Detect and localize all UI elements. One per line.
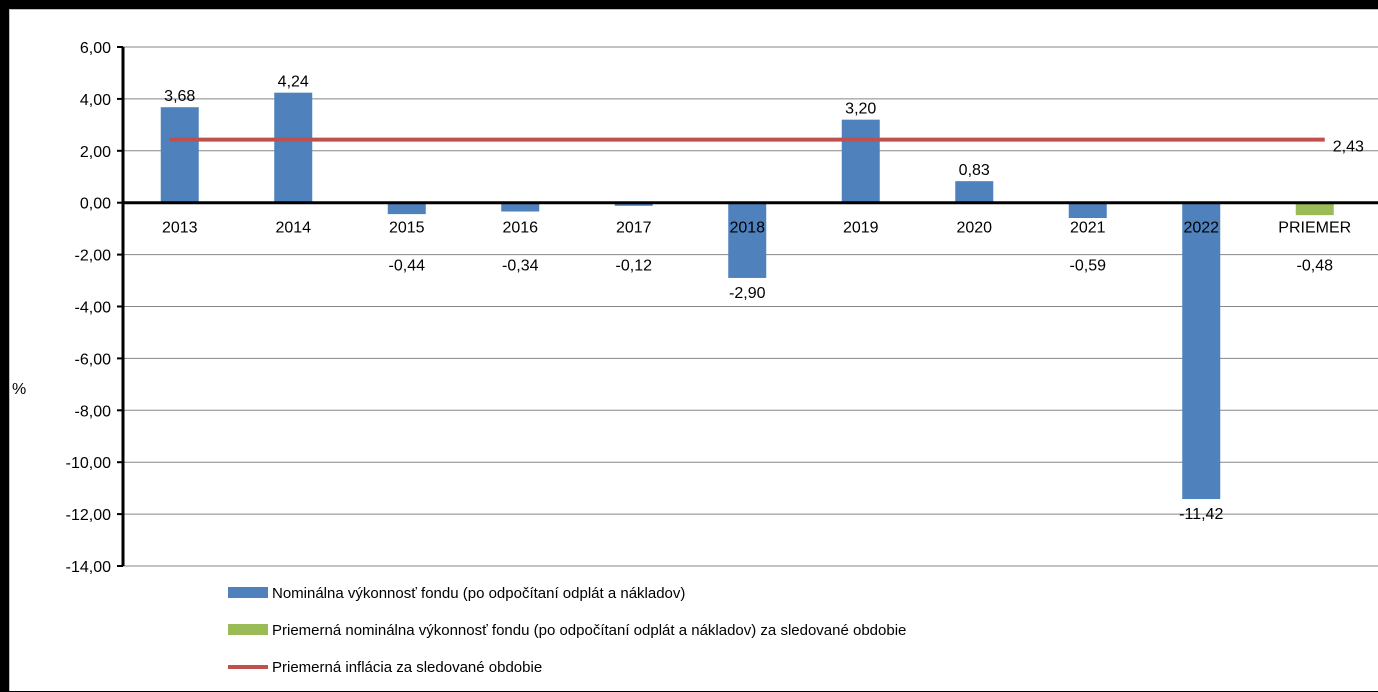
legend-item-inflation: Priemerná inflácia za sledované obdobie bbox=[228, 659, 542, 676]
legend-label-inflation: Priemerná inflácia za sledované obdobie bbox=[272, 659, 542, 676]
y-tick-label: -4,00 bbox=[75, 300, 112, 317]
legend-label-average: Priemerná nominálna výkonnosť fondu (po … bbox=[272, 622, 906, 639]
x-tick-label: 2020 bbox=[956, 220, 992, 237]
data-label: 0,83 bbox=[959, 162, 990, 179]
data-label: 3,20 bbox=[845, 101, 876, 118]
data-label: -0,44 bbox=[389, 258, 426, 275]
data-label: -0,12 bbox=[616, 258, 653, 275]
x-tick-label: 2018 bbox=[729, 220, 765, 237]
bar bbox=[1295, 202, 1334, 216]
x-tick-label: 2021 bbox=[1070, 220, 1106, 237]
legend: Nominálna výkonnosť fondu (po odpočítaní… bbox=[228, 585, 906, 676]
y-tick-label: -10,00 bbox=[66, 455, 111, 472]
legend-label-nominal: Nominálna výkonnosť fondu (po odpočítaní… bbox=[272, 585, 685, 602]
y-tick-label: 6,00 bbox=[80, 40, 111, 57]
y-tick-label: -14,00 bbox=[66, 559, 111, 576]
y-tick-label: 4,00 bbox=[80, 92, 111, 109]
data-label: 3,68 bbox=[164, 88, 195, 105]
chart-frame: 6,00 4,00 2,00 0,00 -2,00 -4,00 -6,00 -8,00 -10,… bbox=[9, 9, 1378, 691]
data-label: -11,42 bbox=[1179, 506, 1223, 523]
bar bbox=[274, 92, 313, 203]
x-tick-label: 2014 bbox=[275, 220, 311, 237]
data-label: 4,24 bbox=[278, 74, 309, 91]
y-tick-label: -8,00 bbox=[75, 403, 112, 420]
bars bbox=[160, 92, 1334, 500]
inflation-label: 2,43 bbox=[1333, 139, 1364, 156]
x-tick-label: 2015 bbox=[389, 220, 425, 237]
y-tick-labels: 6,00 4,00 2,00 0,00 -2,00 -4,00 -6,00 -8,00 -10,… bbox=[66, 40, 111, 576]
bar-chart: 6,00 4,00 2,00 0,00 -2,00 -4,00 -6,00 -8,00 -10,… bbox=[12, 40, 1378, 676]
legend-item-nominal: Nominálna výkonnosť fondu (po odpočítaní… bbox=[228, 585, 685, 602]
y-tick-label: 2,00 bbox=[80, 144, 111, 161]
x-tick-label: 2022 bbox=[1183, 220, 1219, 237]
x-tick-label: 2013 bbox=[162, 220, 198, 237]
bar bbox=[387, 202, 426, 215]
legend-item-average: Priemerná nominálna výkonnosť fondu (po … bbox=[228, 622, 906, 639]
axes bbox=[121, 47, 1378, 566]
x-tick-label: 2016 bbox=[502, 220, 538, 237]
y-axis-title: % bbox=[12, 381, 26, 398]
y-tick-label: 0,00 bbox=[80, 196, 111, 213]
x-tick-label: 2019 bbox=[843, 220, 879, 237]
bar bbox=[160, 107, 199, 203]
bar bbox=[728, 202, 767, 278]
data-label: -0,34 bbox=[502, 258, 539, 275]
x-tick-label: PRIEMER bbox=[1278, 220, 1351, 237]
bar bbox=[1182, 202, 1221, 500]
bar bbox=[841, 119, 880, 203]
y-tick-label: -6,00 bbox=[75, 351, 112, 368]
gridlines bbox=[117, 46, 1378, 567]
legend-swatch-nominal bbox=[228, 587, 268, 598]
legend-swatch-average bbox=[228, 624, 268, 635]
bar bbox=[1068, 202, 1107, 219]
data-labels: 3,68 4,24 -0,44 -0,34 -0,12 -2,90 3,20 0,83 -0,5… bbox=[164, 74, 1364, 523]
x-tick-labels: 2013 2014 2015 2016 2017 2018 2019 2020 2021 2022… bbox=[162, 220, 1351, 237]
y-tick-label: -2,00 bbox=[75, 248, 112, 265]
data-label: -0,48 bbox=[1297, 258, 1334, 275]
y-tick-label: -12,00 bbox=[66, 507, 111, 524]
x-tick-label: 2017 bbox=[616, 220, 652, 237]
data-label: -0,59 bbox=[1070, 258, 1107, 275]
data-label: -2,90 bbox=[729, 285, 766, 302]
bar bbox=[955, 181, 994, 203]
bar bbox=[614, 202, 653, 206]
bar bbox=[501, 202, 540, 212]
